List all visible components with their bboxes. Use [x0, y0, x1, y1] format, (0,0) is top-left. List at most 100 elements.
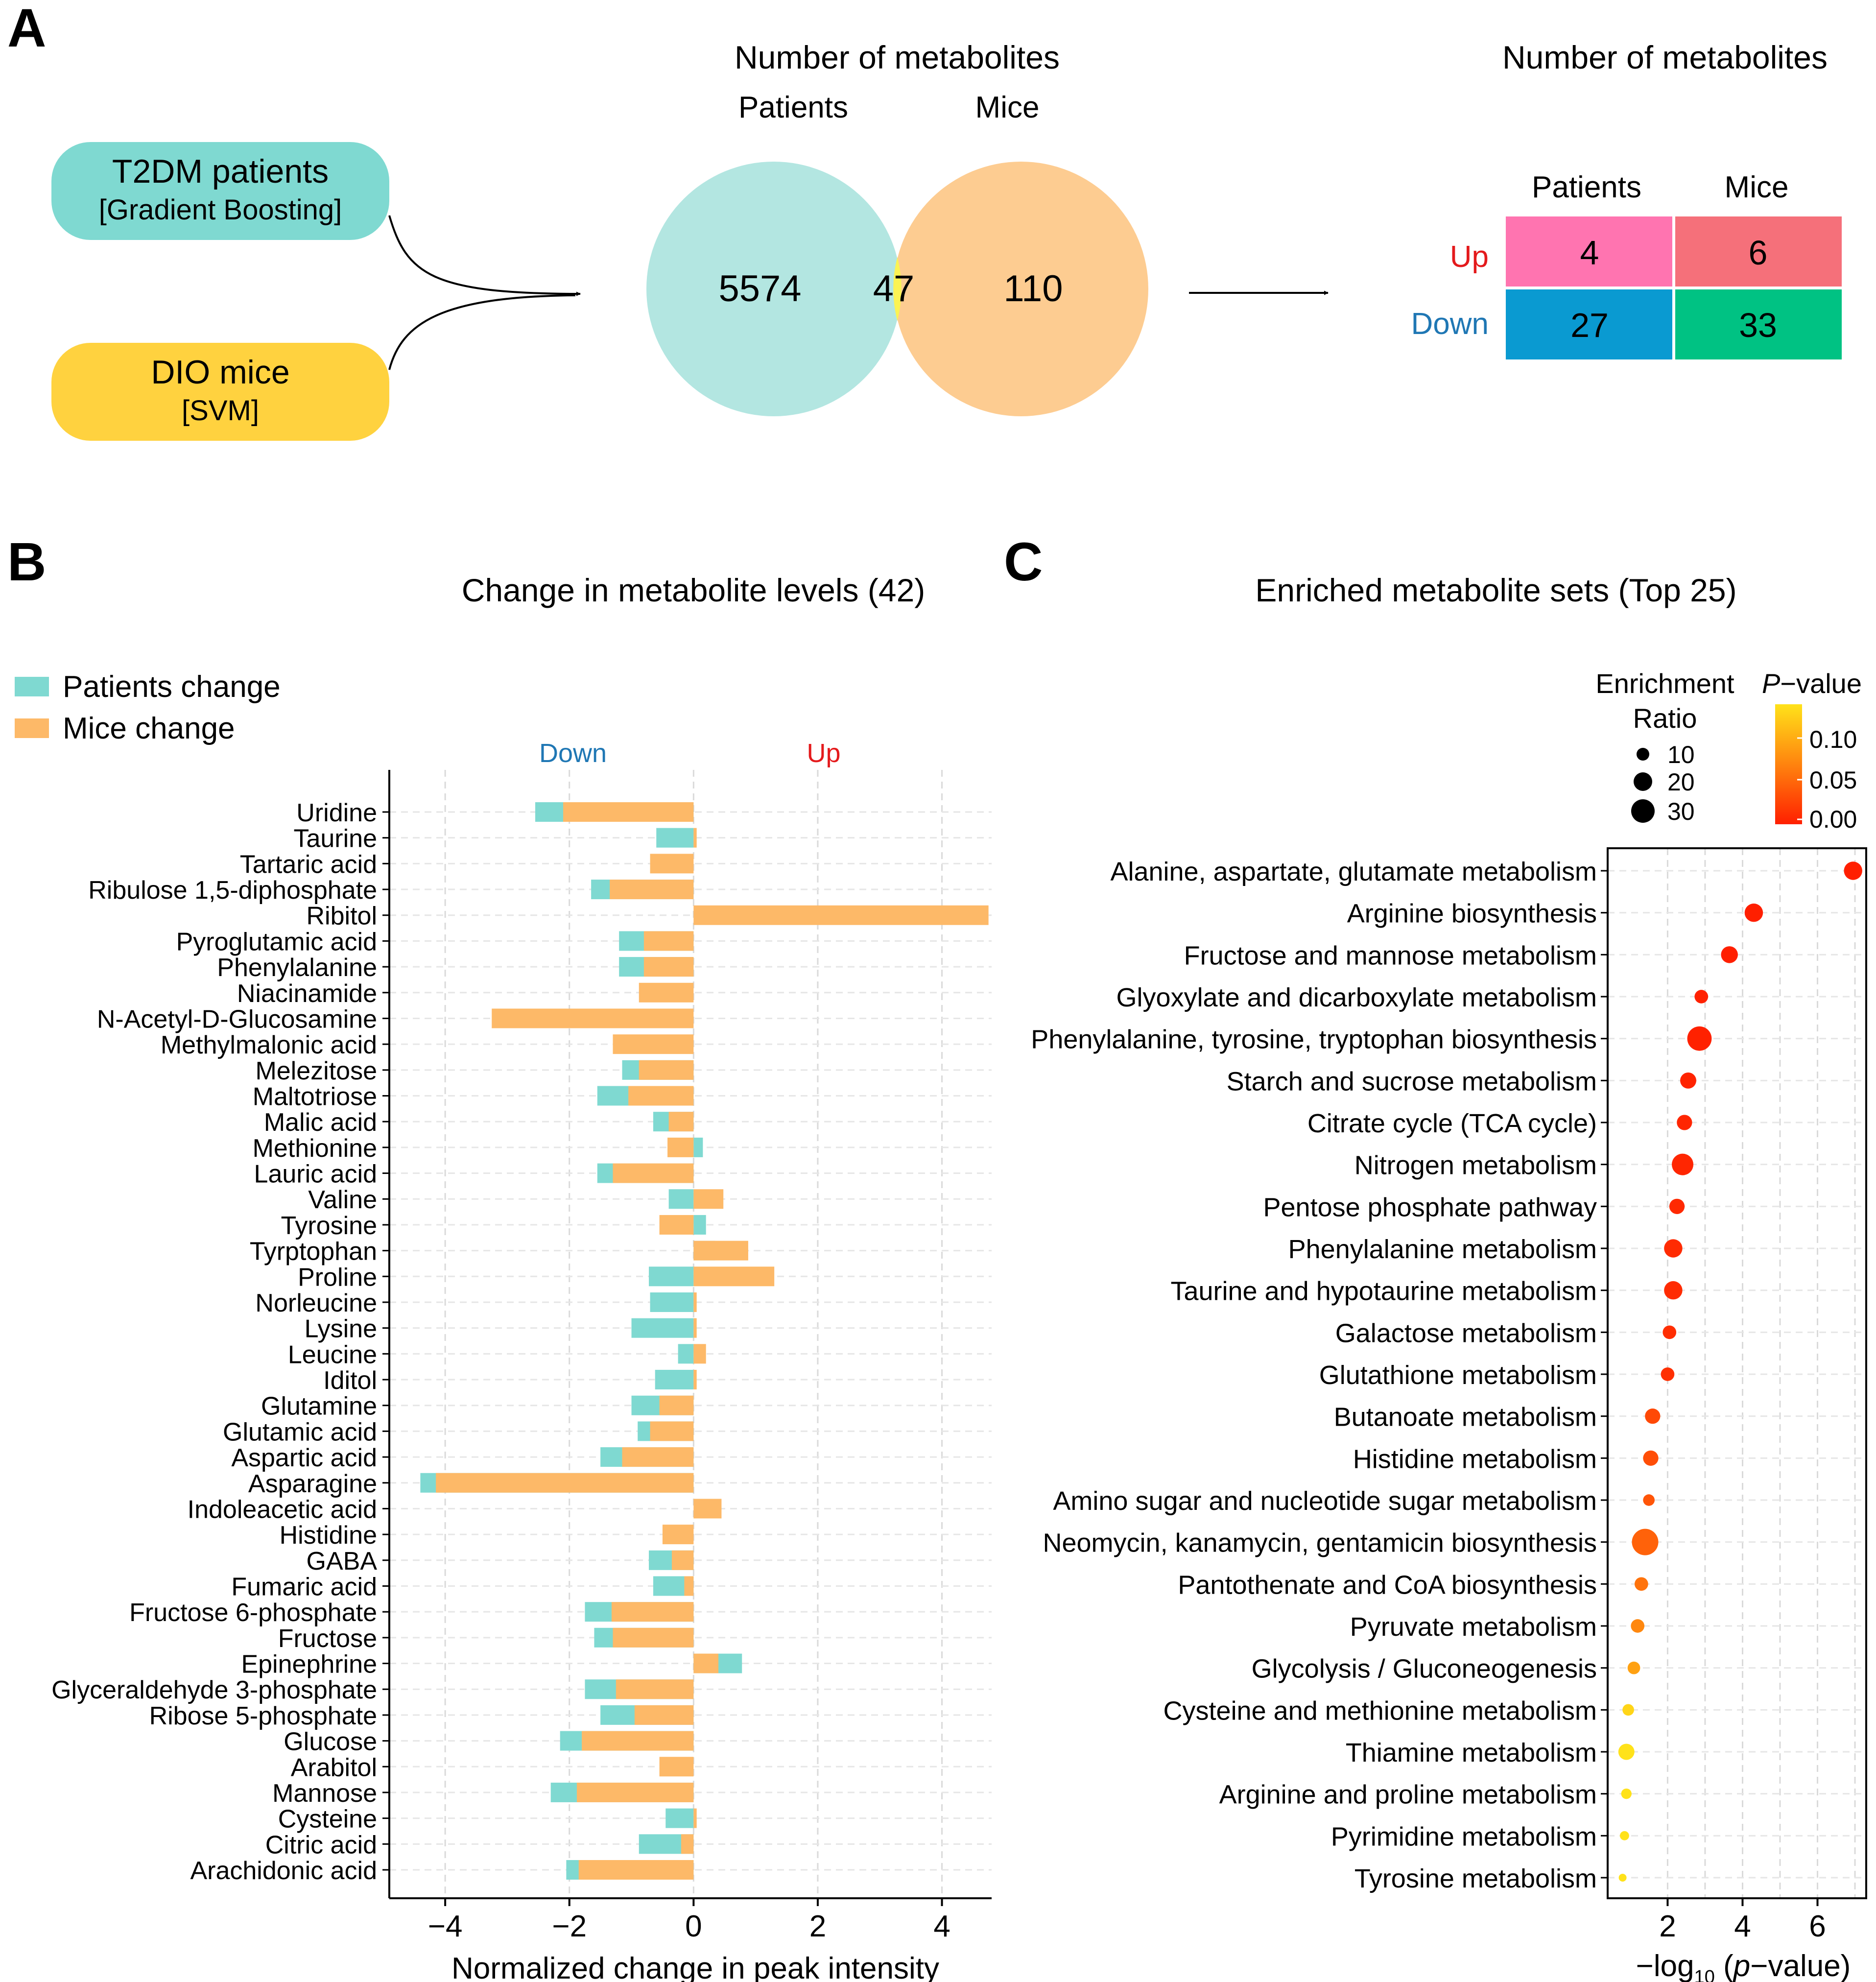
dot-histidine-metabolism [1643, 1450, 1659, 1466]
bar-patients-iditol [655, 1370, 694, 1390]
bar-chart-x-ticks: −4 −2 0 2 4 [428, 1898, 950, 1943]
bar-mice-lauric-acid [613, 1163, 694, 1183]
venn-right-count: 110 [1003, 268, 1063, 310]
dot-label-arginine-and-proline-metabolism: Arginine and proline metabolism [1219, 1780, 1597, 1810]
cell-down-mice-value: 33 [1739, 306, 1777, 344]
table-title: Number of metabolites [1502, 39, 1828, 75]
bar-label-n-acetyl-d-glucosamine: N-Acetyl-D-Glucosamine [97, 1005, 377, 1033]
dot-label-neomycin-kanamycin-gentamicin-biosynthesis: Neomycin, kanamycin, gentamicin biosynth… [1043, 1528, 1597, 1558]
bar-mice-glutamic-acid [650, 1421, 694, 1441]
dot-label-nitrogen-metabolism: Nitrogen metabolism [1354, 1151, 1597, 1180]
bar-label-malic-acid: Malic acid [264, 1108, 377, 1137]
bar-mice-mannose [576, 1782, 694, 1802]
table-row-up: Up [1450, 240, 1489, 274]
bar-label-leucine: Leucine [288, 1340, 377, 1369]
bar-label-pyroglutamic-acid: Pyroglutamic acid [176, 928, 377, 956]
dot-label-cysteine-and-methionine-metabolism: Cysteine and methionine metabolism [1164, 1696, 1597, 1725]
panel-b: B Change in metabolite levels (42) Patie… [7, 532, 992, 1982]
legend-label-mice: Mice change [63, 712, 235, 745]
legend-swatch-mice [15, 718, 49, 738]
dot-butanoate-metabolism [1645, 1409, 1661, 1424]
dot-plot-x-title-p: p [1733, 1949, 1750, 1982]
dot-plot-marks: Alanine, aspartate, glutamate metabolism… [1031, 857, 1862, 1893]
bar-mice-ribose-5-phosphate [634, 1705, 694, 1725]
cell-down-patients-value: 27 [1570, 306, 1609, 344]
bar-label-iditol: Iditol [323, 1366, 377, 1395]
dot-label-pentose-phosphate-pathway: Pentose phosphate pathway [1263, 1193, 1597, 1222]
bar-label-valine: Valine [308, 1186, 377, 1214]
venn-right-label: Mice [975, 91, 1040, 124]
dot-label-glycolysis-gluconeogenesis: Glycolysis / Gluconeogenesis [1252, 1654, 1597, 1684]
bar-mice-arachidonic-acid [578, 1860, 694, 1880]
dot-label-thiamine-metabolism: Thiamine metabolism [1346, 1738, 1597, 1767]
bar-label-phenylalanine: Phenylalanine [217, 954, 377, 982]
merge-arrow-top [388, 215, 581, 296]
bar-mice-taurine [693, 828, 697, 848]
bar-patients-valine [668, 1189, 694, 1209]
bar-label-tyrptophan: Tyrptophan [250, 1238, 377, 1266]
panel-b-title: Change in metabolite levels (42) [462, 572, 926, 608]
legend-swatch-patients [15, 677, 49, 696]
bar-mice-fructose [613, 1627, 694, 1648]
merge-arrow-bottom [388, 294, 576, 370]
bar-label-glyceraldehyde-3-phosphate: Glyceraldehyde 3-phosphate [51, 1676, 377, 1704]
bar-patients-methionine [693, 1137, 703, 1157]
dot-glycolysis-gluconeogenesis [1627, 1661, 1640, 1674]
bar-label-taurine: Taurine [293, 825, 377, 853]
dot-label-fructose-and-mannose-metabolism: Fructose and mannose metabolism [1184, 941, 1597, 970]
bar-label-lysine: Lysine [305, 1315, 377, 1343]
bar-mice-proline [693, 1266, 775, 1287]
bar-label-uridine: Uridine [296, 799, 377, 827]
size-legend-label-30: 30 [1667, 798, 1695, 825]
bar-label-tyrosine: Tyrosine [281, 1212, 377, 1240]
dot-plot-x-title-open: ( [1715, 1949, 1734, 1982]
bar-label-cysteine: Cysteine [278, 1805, 377, 1834]
bar-chart-down-label: Down [539, 739, 607, 768]
table-row-down: Down [1411, 307, 1489, 341]
dot-taurine-and-hypotaurine-metabolism [1664, 1281, 1683, 1300]
bar-mice-norleucine [693, 1292, 697, 1312]
bar-mice-epinephrine [693, 1653, 719, 1673]
panel-b-label: B [7, 532, 46, 592]
table-col-mice: Mice [1725, 170, 1789, 204]
bar-mice-uridine [563, 802, 694, 822]
bar-label-lauric-acid: Lauric acid [254, 1160, 377, 1189]
cell-up-mice [1674, 216, 1842, 288]
size-legend-title-1: Enrichment [1595, 668, 1734, 699]
bar-chart-up-label: Up [807, 739, 840, 768]
table-col-patients: Patients [1532, 170, 1641, 204]
bar-label-arabitol: Arabitol [291, 1753, 377, 1782]
dot-pentose-phosphate-pathway [1669, 1198, 1685, 1214]
bar-mice-n-acetyl-d-glucosamine [492, 1008, 694, 1028]
bar-patients-lysine [631, 1318, 694, 1338]
bar-mice-methionine [667, 1137, 694, 1157]
dot-plot-x-ticks: 2 4 6 [1659, 1898, 1826, 1943]
panel-a: A T2DM patients [Gradient Boosting] DIO … [7, 0, 1842, 441]
dot-pyruvate-metabolism [1631, 1619, 1645, 1633]
cell-down-mice [1674, 288, 1842, 359]
bar-mice-arabitol [659, 1757, 694, 1777]
bar-mice-tyrptophan [693, 1241, 748, 1261]
color-legend-title-rest: −value [1780, 668, 1862, 699]
bar-label-mannose: Mannose [272, 1779, 377, 1808]
bar-mice-aspartic-acid [622, 1447, 694, 1467]
bar-label-gaba: GABA [307, 1547, 378, 1576]
bar-mice-leucine [693, 1344, 706, 1364]
dot-citrate-cycle-tca-cycle [1677, 1115, 1692, 1130]
dot-label-phenylalanine-tyrosine-tryptophan-biosynthesis: Phenylalanine, tyrosine, tryptophan bios… [1031, 1025, 1597, 1054]
dot-arginine-biosynthesis [1744, 903, 1763, 922]
bar-mice-tyrosine [659, 1215, 694, 1235]
dot-label-arginine-biosynthesis: Arginine biosynthesis [1347, 899, 1597, 929]
input-box-patients [51, 142, 389, 240]
dot-label-starch-and-sucrose-metabolism: Starch and sucrose metabolism [1227, 1067, 1597, 1096]
bar-label-tartaric-acid: Tartaric acid [240, 850, 377, 879]
bar-xtick-label-3: 2 [809, 1910, 826, 1943]
bar-mice-tartaric-acid [650, 854, 694, 874]
dot-starch-and-sucrose-metabolism [1680, 1072, 1696, 1089]
bar-mice-pyroglutamic-acid [643, 931, 694, 951]
bar-xtick-label-1: −2 [552, 1910, 587, 1943]
dot-label-glutathione-metabolism: Glutathione metabolism [1319, 1361, 1597, 1390]
bar-mice-gaba [671, 1550, 694, 1570]
bar-mice-malic-acid [668, 1112, 694, 1132]
